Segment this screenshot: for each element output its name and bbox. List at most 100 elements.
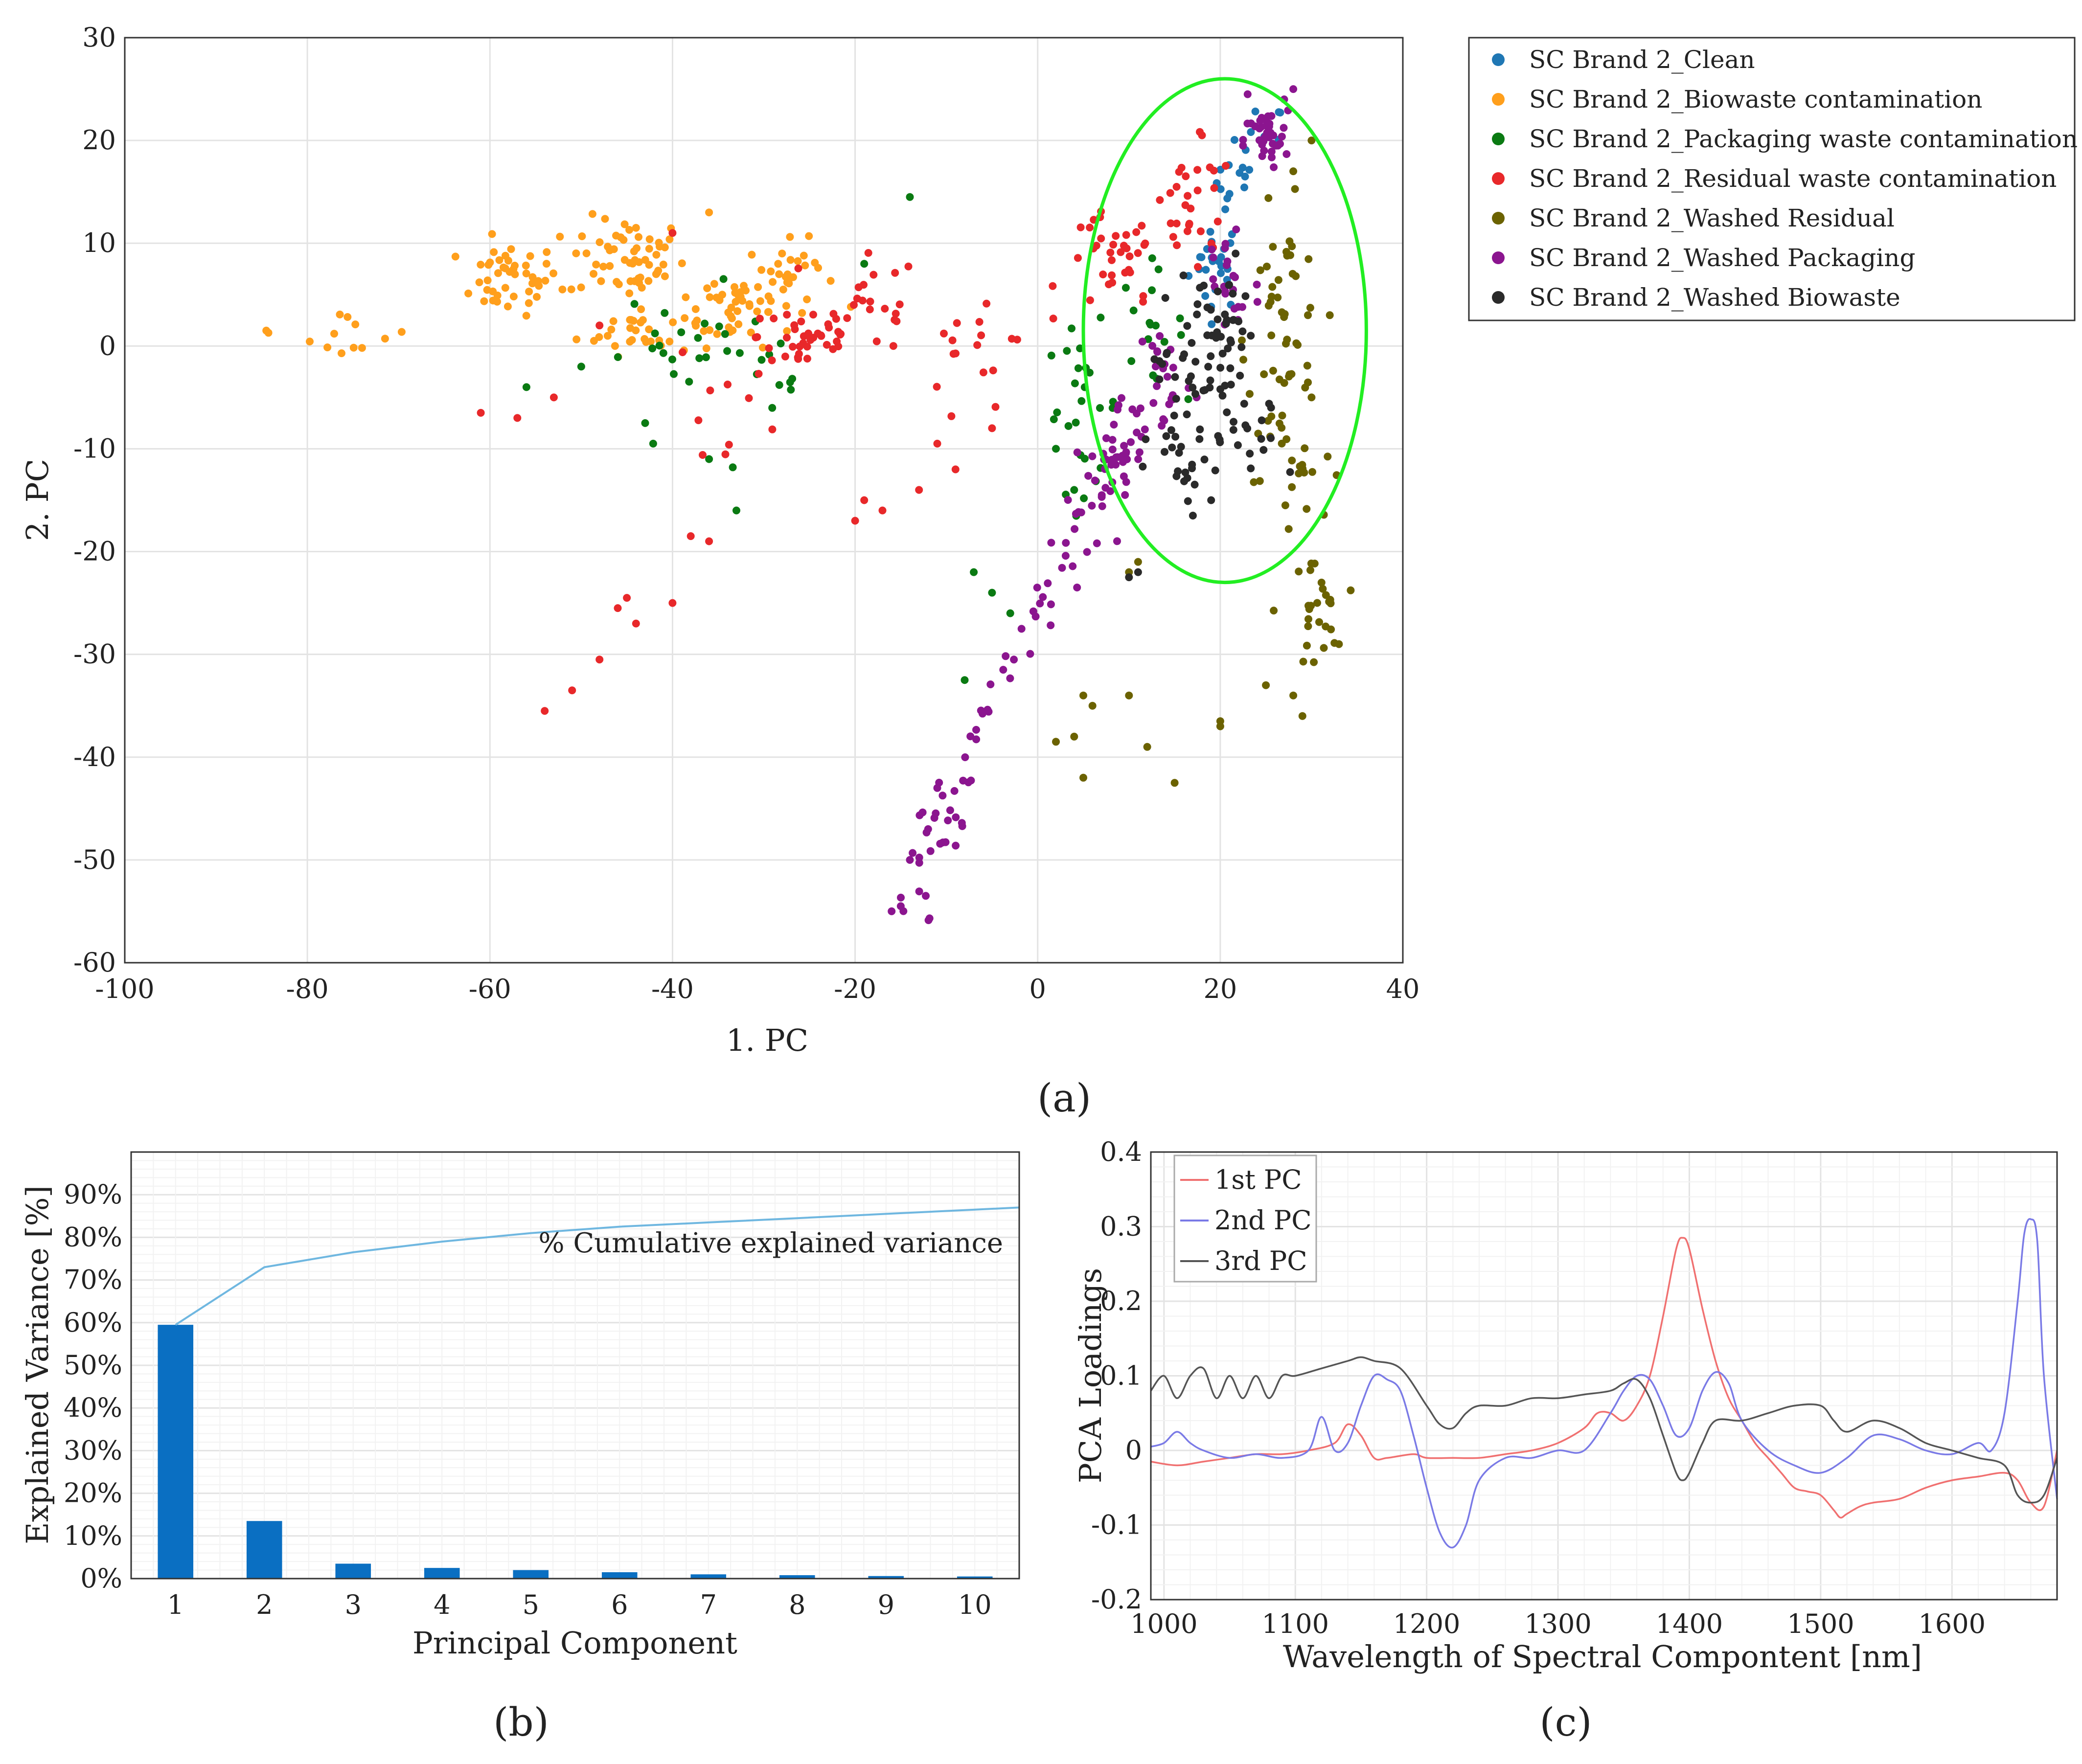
scatter-point	[1221, 240, 1230, 248]
scatter-point	[1259, 446, 1268, 454]
scatter-point	[1213, 315, 1222, 323]
scatter-point	[1167, 219, 1175, 227]
scatter-point	[1194, 263, 1202, 271]
scatter-point	[1235, 317, 1243, 325]
scatter-point	[1097, 234, 1105, 243]
scatter-point	[1304, 622, 1312, 631]
scatter-point	[1133, 409, 1141, 418]
scatter-point	[1294, 341, 1302, 349]
scatter-point	[1073, 448, 1081, 456]
scatter-point	[1247, 128, 1255, 136]
scatter-point	[1324, 452, 1332, 461]
bar-x-tick-label: 2	[256, 1589, 273, 1620]
scatter-point	[1088, 701, 1097, 710]
scatter-point	[991, 403, 1000, 411]
scatter-point	[755, 315, 764, 323]
scatter-point	[801, 261, 809, 270]
scatter-point	[1322, 622, 1330, 631]
scatter-point	[699, 451, 707, 459]
scatter-point	[1327, 599, 1335, 608]
scatter-point	[1306, 304, 1314, 312]
scatter-point	[1177, 443, 1185, 451]
scatter-point	[786, 233, 794, 241]
scatter-point	[511, 262, 519, 270]
scatter-point	[1070, 486, 1078, 494]
scatter-point	[1232, 249, 1240, 258]
scatter-point	[1047, 621, 1055, 630]
scatter-point	[1120, 242, 1128, 250]
scatter-point	[601, 215, 609, 223]
scatter-point	[1262, 681, 1270, 689]
scatter-point	[542, 260, 550, 268]
scatter-point	[1335, 640, 1343, 648]
scatter-point	[1243, 424, 1252, 432]
scatter-point	[794, 264, 802, 272]
scatter-point	[1208, 320, 1216, 328]
scatter-point	[509, 293, 518, 301]
scatter-point	[1114, 401, 1122, 409]
scatter-point	[1058, 564, 1066, 572]
scatter-point	[752, 333, 760, 341]
bar	[513, 1570, 549, 1579]
scatter-y-tick-label: -20	[73, 536, 116, 567]
scatter-point	[1243, 90, 1252, 98]
scatter-point	[1207, 496, 1215, 504]
scatter-point	[1239, 136, 1247, 144]
line-legend-entry: 1st PC	[1214, 1164, 1302, 1195]
scatter-x-tick-label: -40	[651, 973, 694, 1004]
scatter-point	[1253, 280, 1261, 289]
scatter-point	[1240, 183, 1248, 192]
scatter-point	[1139, 462, 1147, 471]
scatter-point	[1134, 249, 1142, 257]
scatter-point	[615, 280, 623, 289]
scatter-point	[946, 806, 954, 814]
scatter-point	[590, 270, 597, 278]
scatter-point	[1214, 432, 1222, 440]
scatter-point	[725, 441, 733, 449]
scatter-point	[1134, 558, 1142, 566]
scatter-point	[1247, 464, 1255, 473]
scatter-point	[1145, 318, 1154, 327]
scatter-point	[853, 294, 861, 303]
scatter-point	[1129, 306, 1138, 315]
scatter-point	[668, 599, 677, 607]
line-y-tick-label: 0	[1125, 1435, 1142, 1466]
scatter-point	[1188, 339, 1196, 347]
scatter-point	[1274, 294, 1282, 302]
scatter-point	[1086, 224, 1094, 232]
scatter-point	[1256, 124, 1263, 133]
scatter-point	[736, 288, 745, 296]
scatter-point	[493, 297, 501, 306]
scatter-point	[1088, 452, 1097, 460]
scatter-point	[1257, 435, 1265, 443]
scatter-point	[493, 292, 502, 299]
scatter-point	[1047, 539, 1055, 547]
scatter-point	[262, 326, 271, 335]
scatter-point	[477, 408, 485, 417]
scatter-point	[1241, 292, 1250, 300]
scatter-point	[843, 314, 851, 322]
scatter-point	[665, 338, 674, 346]
scatter-point	[932, 809, 940, 817]
bar	[868, 1576, 904, 1579]
scatter-point	[1211, 466, 1219, 475]
scatter-point	[609, 317, 618, 325]
bar-y-tick-label: 90%	[64, 1179, 122, 1210]
scatter-point	[1070, 732, 1078, 741]
scatter-x-tick-label: 40	[1386, 973, 1420, 1004]
scatter-point	[864, 249, 872, 257]
scatter-point	[951, 465, 960, 474]
scatter-point	[785, 279, 793, 288]
scatter-point	[694, 334, 702, 342]
scatter-point	[1221, 290, 1230, 298]
scatter-point	[906, 193, 914, 201]
legend-entry: SC Brand 2_Washed Residual	[1529, 204, 1895, 232]
scatter-point	[915, 811, 924, 819]
scatter-point	[1141, 425, 1149, 433]
scatter-point	[1301, 384, 1309, 392]
scatter-point	[1196, 227, 1205, 235]
scatter-point	[503, 302, 512, 311]
scatter-point	[490, 248, 498, 256]
line-x-tick-label: 1500	[1787, 1608, 1854, 1639]
scatter-point	[1053, 408, 1061, 416]
